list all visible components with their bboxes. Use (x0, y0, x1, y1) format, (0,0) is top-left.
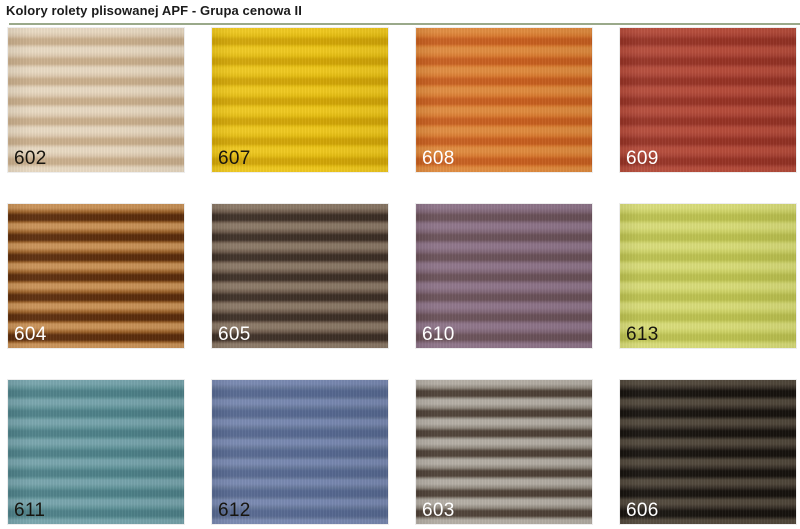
swatch-code-label: 612 (218, 500, 251, 521)
swatch-code-label: 607 (218, 148, 251, 169)
color-swatch[interactable]: 608 (416, 28, 592, 172)
color-swatch[interactable]: 604 (8, 204, 184, 348)
page-header: Kolory rolety plisowanej APF - Grupa cen… (0, 0, 800, 25)
swatch-code-label: 610 (422, 324, 455, 345)
swatch-code-label: 602 (14, 148, 47, 169)
color-swatch[interactable]: 603 (416, 380, 592, 524)
color-swatch[interactable]: 607 (212, 28, 388, 172)
color-swatch[interactable]: 609 (620, 28, 796, 172)
color-swatch[interactable]: 605 (212, 204, 388, 348)
color-swatch[interactable]: 612 (212, 380, 388, 524)
color-swatch[interactable]: 610 (416, 204, 592, 348)
swatch-code-label: 603 (422, 500, 455, 521)
title-divider (9, 23, 800, 25)
swatch-code-label: 606 (626, 500, 659, 521)
swatch-code-label: 609 (626, 148, 659, 169)
color-swatch-grid: 602 607 608 609 604 605 610 613 611 612 603 606 (0, 28, 800, 529)
color-swatch[interactable]: 606 (620, 380, 796, 524)
swatch-code-label: 604 (14, 324, 47, 345)
swatch-code-label: 605 (218, 324, 251, 345)
swatch-code-label: 608 (422, 148, 455, 169)
color-swatch[interactable]: 602 (8, 28, 184, 172)
color-swatch[interactable]: 613 (620, 204, 796, 348)
swatch-code-label: 611 (14, 500, 46, 521)
page-title: Kolory rolety plisowanej APF - Grupa cen… (6, 3, 302, 18)
swatch-code-label: 613 (626, 324, 659, 345)
color-swatch[interactable]: 611 (8, 380, 184, 524)
